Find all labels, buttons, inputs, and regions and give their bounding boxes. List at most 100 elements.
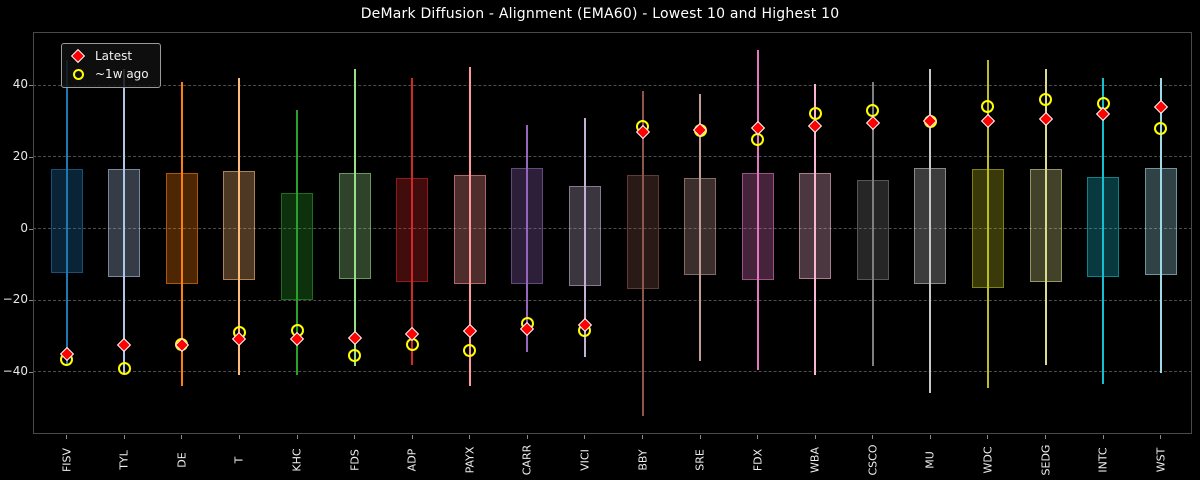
whisker-PAYX <box>468 67 471 386</box>
legend-item-week-ago: ~1w ago <box>70 67 149 81</box>
x-tick <box>411 435 413 439</box>
y-tick-label: −20 <box>2 292 28 307</box>
x-tick-label-KHC: KHC <box>290 448 304 472</box>
y-tick-label: 0 <box>20 220 28 235</box>
whisker-CSCO <box>871 81 874 367</box>
whisker-FDX <box>756 49 759 370</box>
x-tick <box>872 435 874 439</box>
x-tick <box>181 435 183 439</box>
x-tick-label-FDS: FDS <box>348 449 362 471</box>
x-tick-label-FISV: FISV <box>60 447 74 473</box>
x-tick-label-T: T <box>232 456 246 464</box>
latest-marker-WDC <box>980 114 996 129</box>
x-tick-label-MU: MU <box>923 451 937 469</box>
x-tick-label-TYL: TYL <box>117 450 131 470</box>
x-tick-label-ADP: ADP <box>405 448 419 472</box>
x-tick <box>642 435 643 439</box>
whisker-ADP <box>411 78 414 365</box>
x-tick <box>66 435 68 439</box>
gridline-y-0 <box>33 228 1192 229</box>
whisker-T <box>238 78 241 376</box>
whisker-INTC <box>1102 78 1105 385</box>
x-tick-label-FDX: FDX <box>751 448 765 472</box>
x-tick-label-INTC: INTC <box>1096 447 1110 473</box>
chart-title: DeMark Diffusion - Alignment (EMA60) - L… <box>360 6 840 22</box>
latest-marker-FDX <box>750 121 765 136</box>
latest-marker-SEDG <box>1038 112 1053 127</box>
x-tick <box>526 435 528 439</box>
whisker-BBY <box>641 90 644 417</box>
whisker-SRE <box>699 94 702 361</box>
y-tick <box>29 371 33 373</box>
week-ago-circle-icon <box>70 68 86 80</box>
whisker-DE <box>180 81 183 387</box>
x-tick-label-CSCO: CSCO <box>866 444 880 476</box>
y-tick <box>29 228 33 230</box>
latest-marker-CSCO <box>865 115 880 130</box>
y-tick-label: 20 <box>12 148 28 163</box>
y-tick <box>29 156 33 158</box>
x-tick <box>929 435 931 439</box>
x-tick-label-WST: WST <box>1154 447 1168 473</box>
x-tick <box>757 435 759 439</box>
latest-marker-INTC <box>1096 106 1111 122</box>
week-ago-marker-FDS <box>348 349 362 363</box>
whisker-SEDG <box>1044 69 1047 365</box>
latest-marker-TYL <box>117 337 132 352</box>
latest-marker-PAYX <box>462 323 477 338</box>
y-tick <box>29 85 33 87</box>
week-ago-marker-WDC <box>981 100 995 114</box>
gridline-y--40 <box>33 371 1192 373</box>
latest-marker-WST <box>1153 99 1168 114</box>
x-tick-label-BBY: BBY <box>636 449 649 471</box>
x-tick-label-SRE: SRE <box>693 449 707 471</box>
x-tick-label-PAYX: PAYX <box>463 446 477 474</box>
latest-marker-WBA <box>808 119 823 134</box>
y-tick-label: −40 <box>2 363 28 378</box>
y-tick <box>29 300 33 302</box>
whisker-FDS <box>353 69 356 367</box>
latest-marker-FDS <box>347 330 362 345</box>
whisker-MU <box>929 69 932 394</box>
whisker-WDC <box>986 60 989 388</box>
plot-frame <box>33 32 1192 434</box>
x-tick <box>296 435 298 439</box>
whisker-FISV <box>65 60 68 365</box>
x-tick <box>814 435 816 439</box>
legend-label-latest: Latest <box>95 49 133 63</box>
legend: Latest ~1w ago <box>61 43 161 88</box>
y-tick-label: 40 <box>12 77 28 92</box>
week-ago-marker-TYL <box>117 361 131 375</box>
gridline-y--20 <box>33 299 1192 301</box>
x-tick <box>699 435 701 439</box>
x-tick-label-WBA: WBA <box>808 447 822 473</box>
whisker-TYL <box>123 69 126 374</box>
x-tick <box>1045 435 1047 439</box>
whisker-CARR <box>526 124 529 352</box>
legend-label-week-ago: ~1w ago <box>95 67 149 81</box>
x-tick <box>584 435 586 439</box>
x-tick-label-SEDG: SEDG <box>1039 444 1053 476</box>
week-ago-marker-SEDG <box>1039 93 1053 107</box>
x-tick <box>354 435 356 439</box>
x-tick <box>1160 435 1162 439</box>
whisker-WBA <box>814 83 817 376</box>
x-tick-label-CARR: CARR <box>520 444 534 476</box>
legend-item-latest: Latest <box>70 48 149 64</box>
x-tick <box>238 435 240 439</box>
x-tick <box>469 435 471 439</box>
week-ago-marker-PAYX <box>463 343 477 357</box>
latest-diamond-icon <box>70 48 86 64</box>
x-tick-label-WDC: WDC <box>981 446 995 474</box>
x-tick-label-VICI: VICI <box>578 449 592 471</box>
x-tick <box>1102 435 1104 439</box>
x-tick <box>987 435 989 439</box>
gridline-y-20 <box>33 156 1192 158</box>
whisker-WST <box>1159 78 1162 374</box>
whisker-KHC <box>296 110 299 376</box>
x-tick-label-DE: DE <box>175 452 189 468</box>
week-ago-marker-WST <box>1154 121 1168 135</box>
gridline-y-40 <box>33 84 1192 86</box>
x-tick <box>123 435 125 439</box>
